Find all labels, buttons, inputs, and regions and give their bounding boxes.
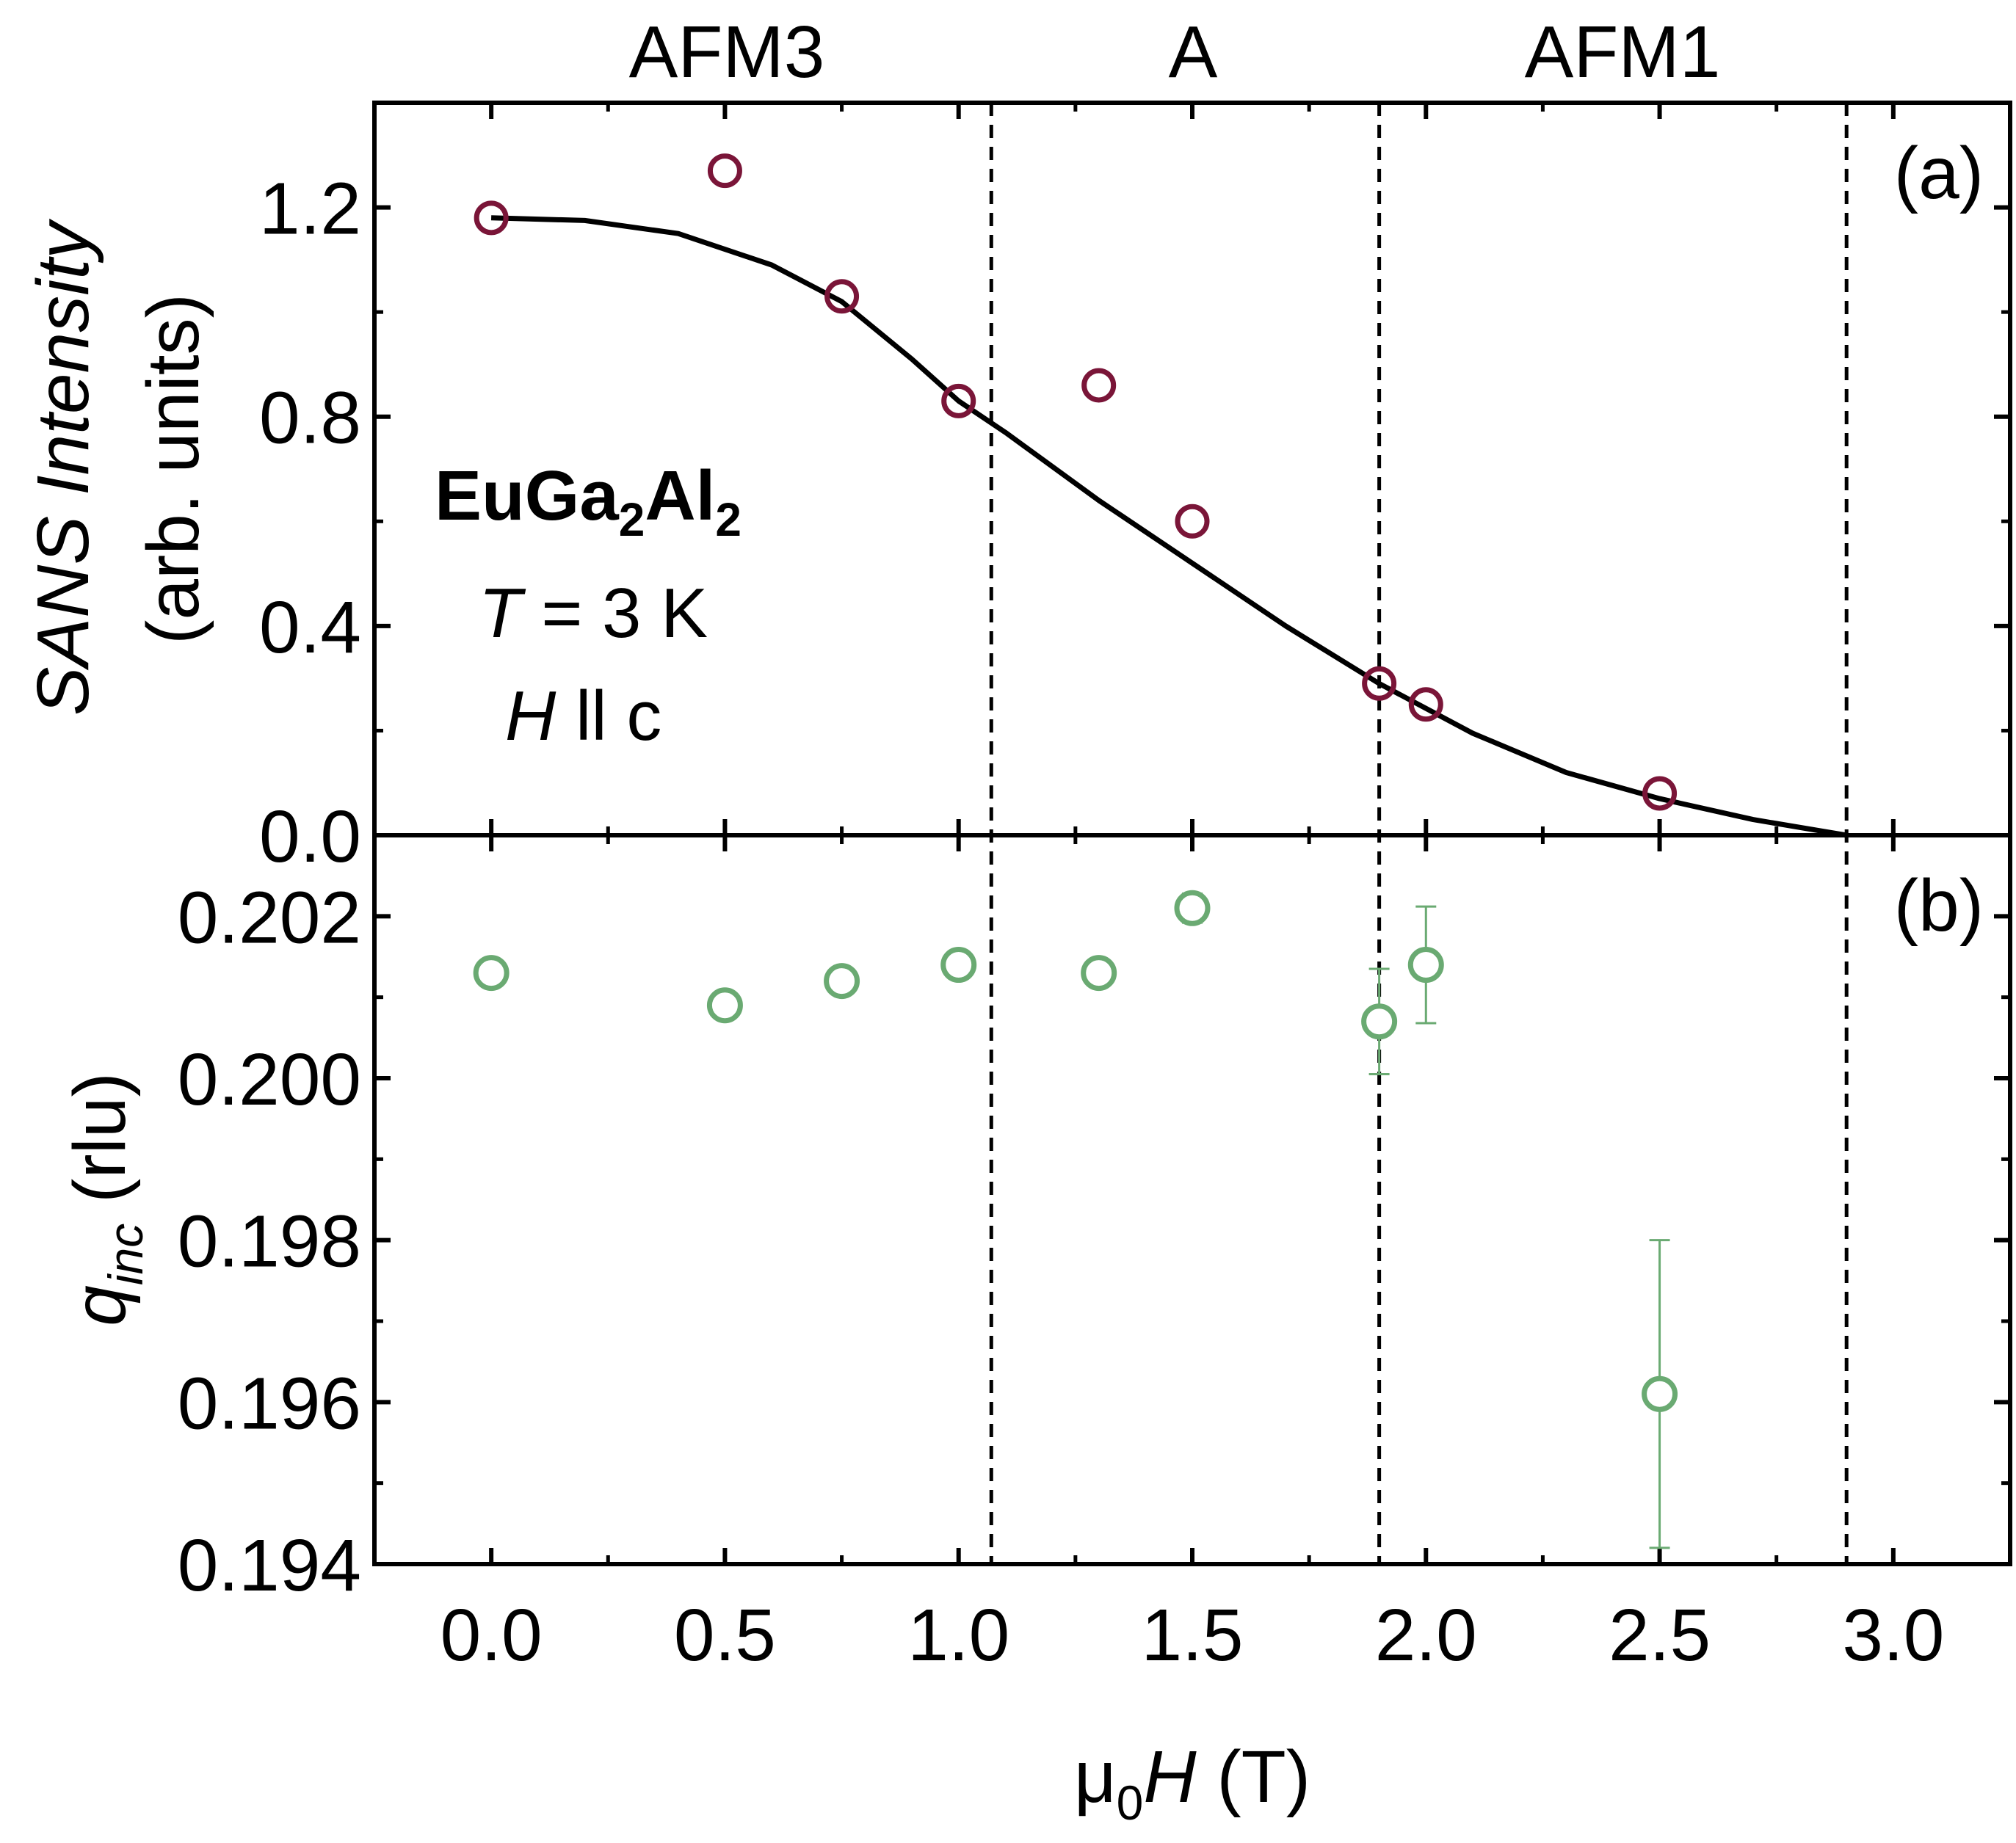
- y-tick-label-a: 0.8: [259, 377, 361, 459]
- y-tick-label-a: 0.0: [259, 796, 361, 878]
- y-tick-label-b: 0.196: [178, 1362, 361, 1444]
- intensity-point: [1175, 504, 1210, 539]
- x-tick-label: 3.0: [1842, 1594, 1944, 1676]
- x-tick-label: 0.5: [674, 1594, 776, 1676]
- q-inc-point: [1407, 947, 1444, 984]
- y-axis-title-a: SANS Intensity: [22, 218, 104, 716]
- q-inc-point: [473, 955, 510, 992]
- intensity-point: [1408, 687, 1443, 722]
- q-inc-point: [940, 947, 977, 984]
- intensity-point: [1081, 368, 1117, 403]
- field-direction-label: H ll c: [505, 677, 661, 755]
- y-axis-title-b: qinc (rlu): [59, 1072, 153, 1326]
- q-inc-point: [1642, 1375, 1678, 1412]
- intensity-point: [474, 200, 509, 236]
- intensity-point: [1362, 666, 1397, 701]
- phase-label-a: A: [1169, 11, 1218, 93]
- x-tick-label: 2.5: [1609, 1594, 1711, 1676]
- x-tick-label: 1.5: [1141, 1594, 1243, 1676]
- x-tick-label: 2.0: [1375, 1594, 1477, 1676]
- y-tick-label-b: 0.194: [178, 1524, 361, 1607]
- fit-curve-group: [491, 215, 1847, 838]
- intensity-point: [824, 279, 860, 314]
- y-tick-label-a: 1.2: [259, 168, 361, 250]
- x-tick-label: 1.0: [907, 1594, 1009, 1676]
- panel-a-label: (a): [1894, 132, 1984, 214]
- intensity-point: [941, 383, 976, 418]
- y-axis-title-a-units: (arb. units): [132, 294, 214, 644]
- intensity-point: [1642, 776, 1678, 811]
- y-tick-label-b: 0.198: [178, 1201, 361, 1283]
- panel-b-frame: [372, 833, 2012, 1566]
- q-inc-point: [824, 963, 860, 1000]
- x-tick-label: 0.0: [440, 1594, 543, 1676]
- q-inc-point: [1174, 890, 1211, 926]
- compound-label: EuGa2Al2: [435, 457, 742, 546]
- phase-label-afm1: AFM1: [1525, 11, 1721, 93]
- intensity-point: [707, 153, 742, 189]
- x-axis-title: μ0H (T): [1074, 1736, 1310, 1830]
- panel-a-ticks: 0.0 0.4 0.8 1.2: [259, 101, 2010, 878]
- phase-label-afm3: AFM3: [629, 11, 825, 93]
- intensity-points: [474, 153, 1678, 811]
- y-tick-label-b: 0.200: [178, 1039, 361, 1121]
- y-tick-label-b: 0.202: [178, 876, 361, 959]
- q-inc-points: [473, 890, 1678, 1549]
- panel-b-label: (b): [1894, 865, 1984, 947]
- temperature-label: T = 3 K: [479, 574, 708, 652]
- q-inc-point: [1361, 1003, 1398, 1040]
- y-tick-label-a: 0.4: [259, 586, 361, 669]
- q-inc-point: [1081, 955, 1117, 992]
- fit-curve: [491, 215, 1847, 838]
- panel-b-ticks: 0.194 0.196 0.198 0.200 0.202 0.0 0.5 1.0 1.5 2.0…: [178, 835, 2010, 1676]
- q-inc-point: [706, 987, 743, 1024]
